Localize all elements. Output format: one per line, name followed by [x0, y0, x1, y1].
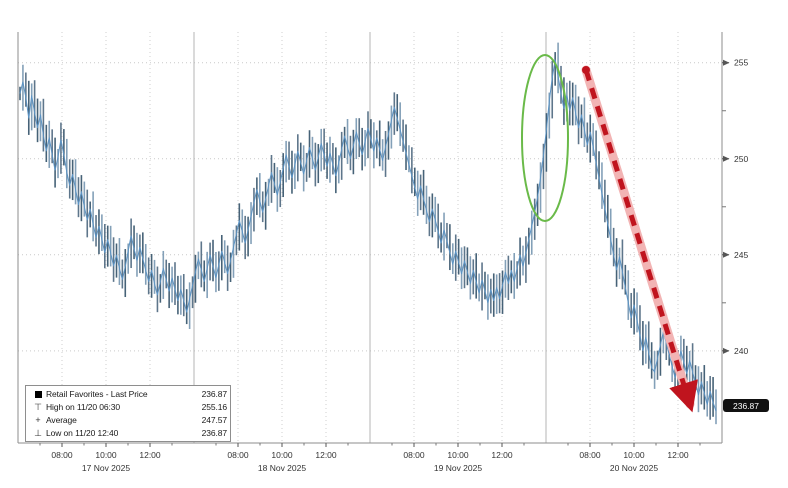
- x-axis-time-label: 10:00: [447, 450, 469, 460]
- x-axis-time-label: 10:00: [95, 450, 117, 460]
- x-axis-time-label: 12:00: [139, 450, 161, 460]
- price-line: [19, 59, 717, 412]
- average-dash-icon: +: [35, 415, 41, 425]
- day-separators: [193, 32, 547, 443]
- legend-label: Low on 11/20 12:40: [46, 428, 119, 438]
- legend-value: 247.57: [201, 415, 228, 425]
- spike-highlight-ellipse: [521, 54, 569, 222]
- x-axis-date-label: 20 Nov 2025: [610, 463, 658, 473]
- last-price-tag: 236.87: [723, 399, 769, 412]
- x-axis-time-label: 12:00: [491, 450, 513, 460]
- y-axis-label: 250: [734, 154, 748, 164]
- downtrend-arrow-tail: [582, 66, 590, 74]
- legend-label: Retail Favorites - Last Price: [46, 389, 148, 399]
- legend-row[interactable]: + Average 247.57: [30, 414, 227, 427]
- downtrend-arrow: [583, 69, 698, 413]
- x-axis-date-label: 17 Nov 2025: [82, 463, 130, 473]
- x-axis-time-label: 10:00: [271, 450, 293, 460]
- x-axis-time-label: 12:00: [315, 450, 337, 460]
- x-axis-time-label: 08:00: [403, 450, 425, 460]
- legend-panel[interactable]: Retail Favorites - Last Price 236.87 ⊤ H…: [25, 385, 231, 442]
- x-axis-time-label: 08:00: [51, 450, 73, 460]
- legend-value: 255.16: [201, 402, 228, 412]
- y-axis-ticks: 255 250 245 240: [722, 58, 748, 356]
- legend-value: 236.87: [201, 428, 228, 438]
- legend-row[interactable]: Retail Favorites - Last Price 236.87: [30, 388, 227, 401]
- high-tick-icon: ⊤: [34, 402, 42, 412]
- price-bars: [19, 42, 717, 425]
- x-axis-time-label: 10:00: [623, 450, 645, 460]
- x-axis-ticks: 08:00 10:00 12:00 17 Nov 2025 08:00 10:00 12:0…: [39, 443, 701, 473]
- legend-value: 236.87: [201, 389, 228, 399]
- y-axis-label: 245: [734, 250, 748, 260]
- legend-label: Average: [46, 415, 77, 425]
- x-axis-time-label: 12:00: [667, 450, 689, 460]
- legend-row[interactable]: ⊥ Low on 11/20 12:40 236.87: [30, 427, 227, 440]
- x-axis-date-label: 18 Nov 2025: [258, 463, 306, 473]
- low-tick-icon: ⊥: [34, 428, 42, 438]
- x-axis-date-label: 19 Nov 2025: [434, 463, 482, 473]
- legend-label: High on 11/20 06:30: [46, 402, 121, 412]
- x-axis-time-label: 08:00: [579, 450, 601, 460]
- y-axis-label: 255: [734, 58, 748, 68]
- x-axis-time-label: 08:00: [227, 450, 249, 460]
- legend-row[interactable]: ⊤ High on 11/20 06:30 255.16: [30, 401, 227, 414]
- filled-square-icon: [30, 391, 46, 398]
- last-price-tag-text: 236.87: [733, 401, 759, 411]
- y-axis-label: 240: [734, 346, 748, 356]
